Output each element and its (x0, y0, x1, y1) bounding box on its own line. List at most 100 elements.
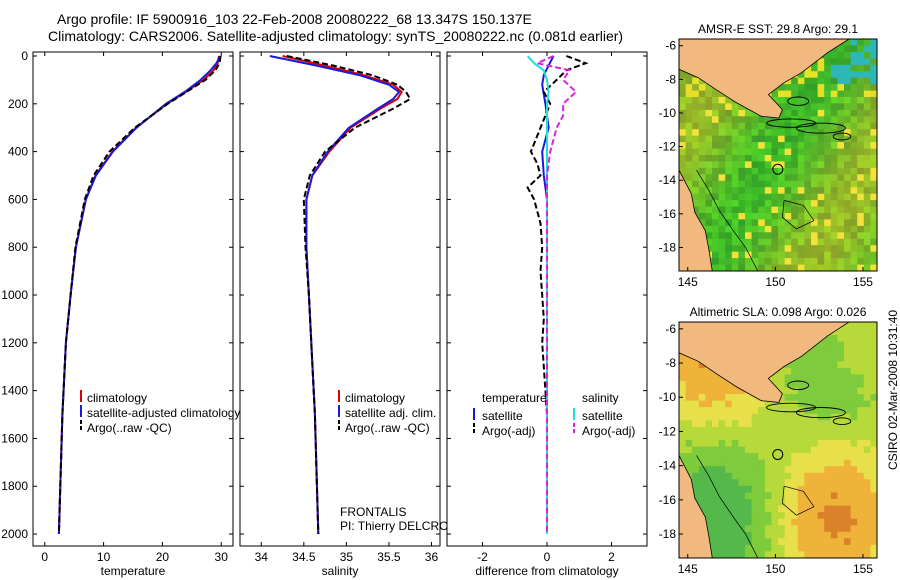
sst-map-cell (745, 238, 753, 246)
sla-map-cell (738, 400, 746, 408)
sla-map-cell (870, 341, 877, 349)
sla-map-cell (870, 354, 877, 362)
sst-map-cell (797, 251, 805, 259)
sst-map-cell (804, 103, 812, 111)
sst-map-cell (764, 219, 772, 227)
sst-map-cell (844, 51, 852, 59)
sla-map-cell (797, 472, 805, 480)
sst-map-cell (850, 213, 858, 220)
sla-map-cell (870, 374, 877, 382)
sst-map-cell (844, 45, 852, 53)
sla-map-cell (811, 466, 819, 474)
sst-map-cell (817, 180, 825, 188)
sla-map-cell (850, 348, 858, 356)
sst-map-cell (870, 116, 877, 124)
sla-map-cell (679, 453, 687, 461)
sst-map-cell (784, 225, 792, 233)
sst-map-cell (784, 135, 792, 143)
sla-map-cell (863, 361, 871, 369)
coral-sea-contour (782, 200, 815, 230)
sla-map-cell (824, 440, 832, 448)
sst-map-cell (778, 232, 786, 240)
sla-map-cell (870, 479, 877, 487)
sst-map-cell (857, 238, 865, 246)
sst-map-cell (804, 77, 812, 85)
sst-map-cell (718, 232, 726, 240)
sst-map-cell (738, 142, 746, 150)
sla-map-cell (679, 446, 687, 454)
sla-map-cell (718, 485, 726, 494)
sst-map-cell (844, 225, 852, 233)
sla-map-cell (857, 531, 865, 539)
sst-map-cell (870, 258, 877, 266)
sla-map-cell (718, 551, 726, 558)
sst-map-cell (804, 264, 812, 271)
sst-map-cell (791, 180, 799, 188)
sla-map-cell (844, 492, 852, 500)
sst-map-cell (844, 148, 852, 156)
sla-map-cell (778, 538, 786, 546)
sla-map-cell (698, 433, 706, 441)
sla-map-cell (844, 354, 852, 362)
sla-map-cell (685, 466, 693, 474)
sla-map-cell (811, 531, 819, 539)
difference-legend-label: Argo(-adj) (482, 424, 535, 438)
sst-map-cell (771, 142, 779, 150)
sla-map-cell (712, 531, 720, 539)
sla-map-cell (837, 551, 845, 558)
sst-map-cell (718, 161, 726, 169)
sst-map-cell (837, 180, 845, 188)
sst-map-cell (731, 238, 739, 246)
sst-map-cell (758, 142, 766, 150)
sla-map-cell (857, 341, 865, 349)
sla-map-cell (804, 538, 812, 546)
sst-map-cell (738, 129, 746, 137)
sst-map-cell (705, 225, 713, 233)
sst-map-cell (844, 180, 852, 188)
sst-map-cell (718, 90, 726, 98)
sla-map-cell (811, 551, 819, 558)
sla-map-cell (738, 420, 746, 428)
sst-map-cell (698, 109, 706, 117)
sst-map-cell (712, 142, 720, 150)
sst-map-cell (811, 213, 819, 220)
sla-map-cell (850, 544, 858, 553)
sst-map-cell (857, 206, 865, 214)
sla-map-cell (870, 512, 877, 520)
sla-map-cell (797, 453, 805, 461)
sla-map-cell (718, 492, 726, 500)
sla-map-cell (758, 518, 766, 526)
sla-map-cell (712, 433, 720, 441)
sst-map-cell (758, 251, 766, 259)
sst-map-cell (811, 71, 819, 79)
sla-map-cell (758, 426, 766, 435)
salinity-xtick-label: 36 (425, 550, 439, 564)
sla-map-cell (725, 440, 733, 448)
sst-map-cell (804, 187, 812, 195)
sst-map-cell (824, 232, 832, 240)
sla-map-cell (758, 525, 766, 533)
sla-map-cell (705, 407, 713, 415)
land-new-guinea (679, 39, 850, 119)
sst-map-cell (844, 206, 852, 214)
sst-map-cell (870, 213, 877, 220)
sst-map-cell (817, 225, 825, 233)
sst-map-cell (738, 174, 746, 182)
sla-map-cell (705, 505, 713, 513)
sst-map-cell (685, 135, 693, 143)
sst-map-cell (685, 84, 693, 92)
sst-map-cell (705, 161, 713, 169)
sla-map-cell (738, 446, 746, 454)
sla-map-cell (837, 335, 845, 343)
sst-map-cell (758, 264, 766, 271)
sst-map-cell (850, 155, 858, 162)
sla-map-cell (784, 531, 792, 539)
sst-map-cell (817, 251, 825, 259)
sst-map-cell (863, 51, 871, 59)
sst-map-cell (804, 213, 812, 220)
salinity-xtick-label: 35.5 (377, 550, 401, 564)
sla-map-cell (857, 466, 865, 474)
sst-map-cell (837, 45, 845, 53)
sla-map-cell (811, 400, 819, 408)
island-outline (787, 96, 810, 106)
